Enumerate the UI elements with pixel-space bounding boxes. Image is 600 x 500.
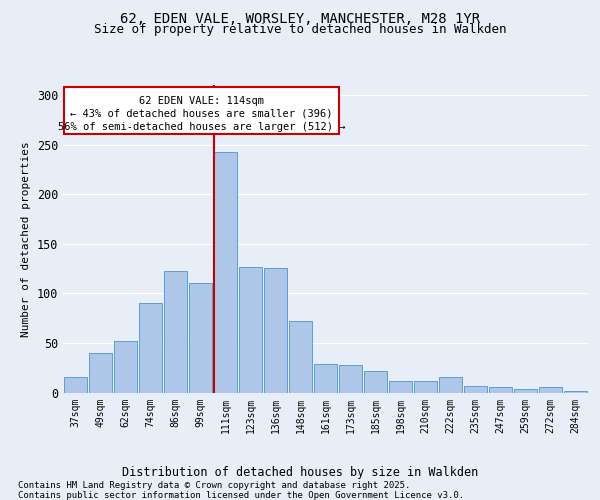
Text: 56% of semi-detached houses are larger (512) →: 56% of semi-detached houses are larger (… [58,122,345,132]
Text: Distribution of detached houses by size in Walkden: Distribution of detached houses by size … [122,466,478,479]
Bar [189,284,212,393]
Text: ← 43% of detached houses are smaller (396): ← 43% of detached houses are smaller (39… [70,109,332,119]
Bar [389,380,412,392]
Text: 62, EDEN VALE, WORSLEY, MANCHESTER, M28 1YR: 62, EDEN VALE, WORSLEY, MANCHESTER, M28 … [120,12,480,26]
Bar [539,386,562,392]
Bar [314,364,337,392]
Bar [264,268,287,392]
Bar [214,152,237,392]
Text: Contains HM Land Registry data © Crown copyright and database right 2025.: Contains HM Land Registry data © Crown c… [18,482,410,490]
Text: Contains public sector information licensed under the Open Government Licence v3: Contains public sector information licen… [18,490,464,500]
Bar [339,364,362,392]
Bar [439,376,462,392]
Text: 62 EDEN VALE: 114sqm: 62 EDEN VALE: 114sqm [139,96,264,106]
Bar [164,272,187,392]
Bar [239,266,262,392]
Bar [139,303,162,392]
Bar [89,353,112,393]
Bar [364,370,387,392]
Bar [289,321,312,392]
FancyBboxPatch shape [64,87,339,134]
Bar [489,386,512,392]
Y-axis label: Number of detached properties: Number of detached properties [21,141,31,336]
Text: Size of property relative to detached houses in Walkden: Size of property relative to detached ho… [94,24,506,36]
Bar [514,388,537,392]
Bar [414,380,437,392]
Bar [114,341,137,392]
Bar [564,390,587,392]
Bar [464,386,487,392]
Bar [64,376,87,392]
